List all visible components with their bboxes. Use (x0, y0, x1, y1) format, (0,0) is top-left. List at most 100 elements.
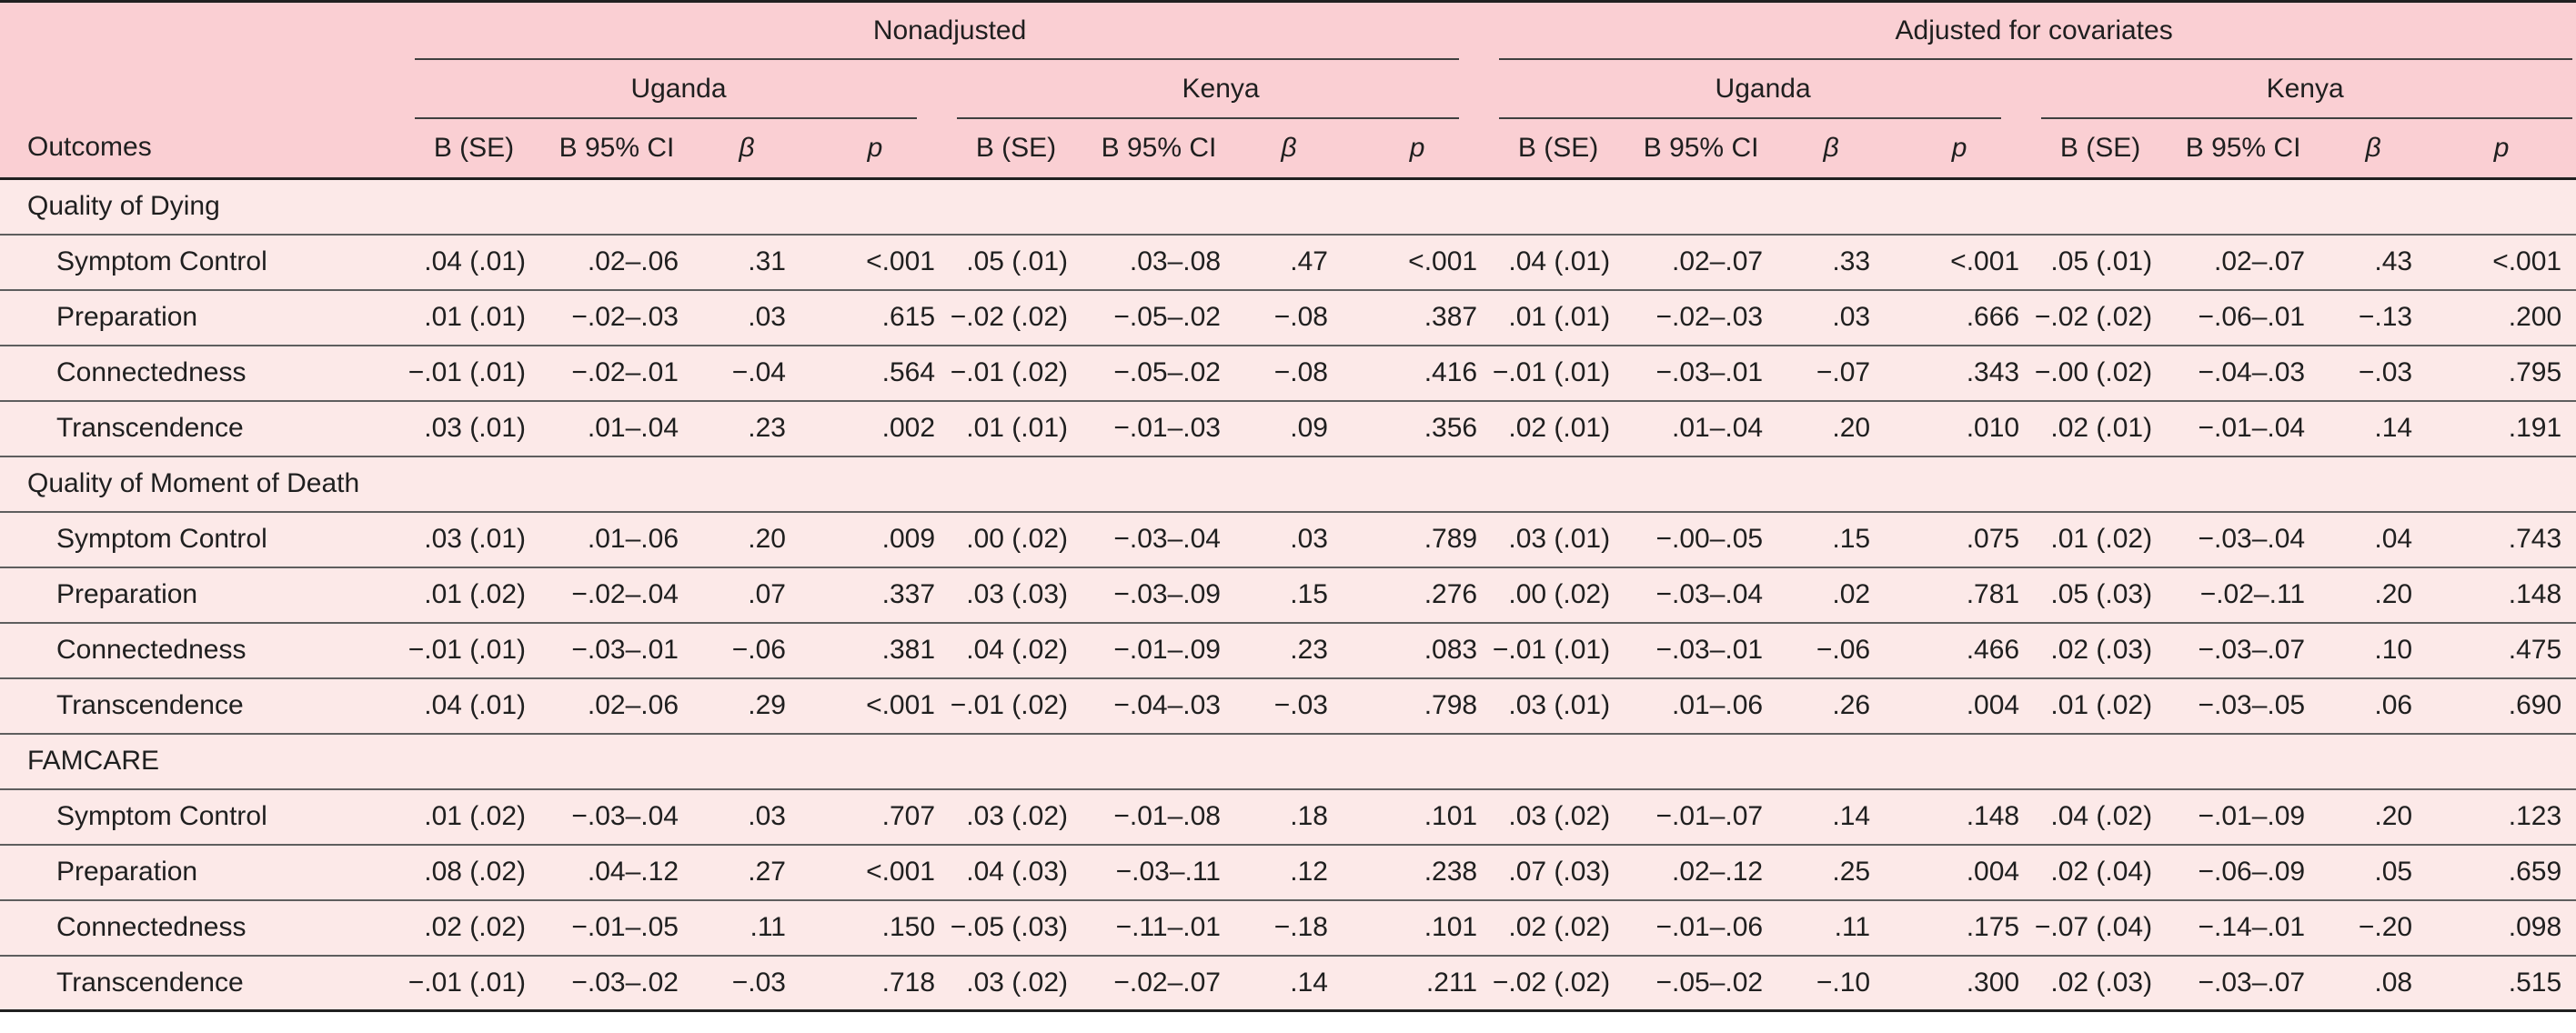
section-title: Quality of Dying (0, 177, 2576, 235)
cell-value: .004 (1885, 843, 2035, 900)
group-uganda-nonadjusted: Uganda (408, 59, 950, 119)
group-kenya-nonadjusted: Kenya (950, 59, 1493, 119)
cell-value: .04 (.02) (2034, 787, 2168, 845)
cell-value: <.001 (800, 233, 950, 290)
cell-value: −.01–.03 (1082, 399, 1235, 456)
cell-value: .659 (2427, 843, 2576, 900)
cell-value: .03 (693, 787, 800, 845)
cell-value: .01–.04 (1625, 399, 1778, 456)
cell-value: .387 (1343, 288, 1493, 346)
col-header-p: p (2427, 118, 2576, 180)
cell-value: −.01–.05 (540, 898, 693, 956)
cell-value: −.20 (2319, 898, 2428, 956)
cell-value: .25 (1777, 843, 1886, 900)
cell-value: −.04–.03 (2167, 344, 2320, 401)
cell-value: .200 (2427, 288, 2576, 346)
section-header-row: FAMCARE (0, 732, 2576, 789)
cell-value: −.11–.01 (1082, 898, 1235, 956)
cell-value: .02–.06 (540, 677, 693, 734)
col-header-ci: B 95% CI (2167, 118, 2320, 180)
table-row: Connectedness −.01 (.01) −.03–.01 −.06 .… (0, 621, 2576, 678)
cell-value: −.02–.04 (540, 566, 693, 623)
cell-value: <.001 (2427, 233, 2576, 290)
cell-value: .03 (1777, 288, 1886, 346)
cell-value: .789 (1343, 510, 1493, 567)
table-row: Symptom Control .01 (.02) −.03–.04 .03 .… (0, 787, 2576, 845)
cell-value: <.001 (800, 677, 950, 734)
cell-value: .01 (.01) (408, 288, 540, 346)
cell-value: .02–.12 (1625, 843, 1778, 900)
row-label: Symptom Control (0, 233, 408, 290)
cell-value: .05 (2319, 843, 2428, 900)
cell-value: .03 (.03) (950, 566, 1082, 623)
table-row: Symptom Control .04 (.01) .02–.06 .31 <.… (0, 233, 2576, 290)
table-header: Nonadjusted Adjusted for covariates Ugan… (0, 1, 2576, 180)
row-label: Transcendence (0, 954, 408, 1011)
cell-value: −.03–.01 (540, 621, 693, 678)
row-label: Preparation (0, 566, 408, 623)
cell-value: .03 (.02) (950, 954, 1082, 1011)
cell-value: .04 (.03) (950, 843, 1082, 900)
cell-value: −.02 (.02) (2034, 288, 2168, 346)
row-label: Transcendence (0, 399, 408, 456)
cell-value: .150 (800, 898, 950, 956)
cell-value: −.01 (.01) (1492, 621, 1625, 678)
cell-value: .04 (.01) (408, 233, 540, 290)
cell-value: .23 (693, 399, 800, 456)
cell-value: .20 (2319, 787, 2428, 845)
cell-value: .01 (.02) (408, 566, 540, 623)
cell-value: .33 (1777, 233, 1886, 290)
cell-value: −.13 (2319, 288, 2428, 346)
cell-value: −.01 (.01) (408, 954, 540, 1011)
cell-value: −.01 (.02) (950, 344, 1082, 401)
cell-value: .27 (693, 843, 800, 900)
group-uganda-adjusted: Uganda (1492, 59, 2035, 119)
cell-value: .18 (1235, 787, 1343, 845)
cell-value: .23 (1235, 621, 1343, 678)
cell-value: .795 (2427, 344, 2576, 401)
section-header-row: Quality of Dying (0, 177, 2576, 235)
cell-value: .02–.07 (2167, 233, 2320, 290)
cell-value: .01 (.02) (2034, 510, 2168, 567)
cell-value: −.06 (693, 621, 800, 678)
cell-value: .03–.08 (1082, 233, 1235, 290)
cell-value: −.01–.07 (1625, 787, 1778, 845)
cell-value: .300 (1885, 954, 2035, 1011)
cell-value: .381 (800, 621, 950, 678)
cell-value: .01–.04 (540, 399, 693, 456)
cell-value: −.02–.01 (540, 344, 693, 401)
cell-value: .666 (1885, 288, 2035, 346)
cell-value: −.01 (.01) (1492, 344, 1625, 401)
cell-value: −.02–.03 (540, 288, 693, 346)
cell-value: .615 (800, 288, 950, 346)
cell-value: −.01 (.01) (408, 344, 540, 401)
cell-value: −.00–.05 (1625, 510, 1778, 567)
col-header-b-se: B (SE) (2034, 118, 2168, 180)
table-body: Quality of Dying Symptom Control .04 (.0… (0, 177, 2576, 1011)
cell-value: .707 (800, 787, 950, 845)
cell-value: .00 (.02) (950, 510, 1082, 567)
cell-value: .14 (2319, 399, 2428, 456)
cell-value: .20 (2319, 566, 2428, 623)
cell-value: .15 (1777, 510, 1886, 567)
cell-value: −.00 (.02) (2034, 344, 2168, 401)
cell-value: −.03–.11 (1082, 843, 1235, 900)
col-header-beta: β (1235, 118, 1343, 180)
col-header-p: p (800, 118, 950, 180)
cell-value: −.14–.01 (2167, 898, 2320, 956)
col-header-p: p (1343, 118, 1493, 180)
cell-value: .03 (1235, 510, 1343, 567)
cell-value: −.02 (.02) (950, 288, 1082, 346)
cell-value: .175 (1885, 898, 2035, 956)
cell-value: .05 (.01) (2034, 233, 2168, 290)
cell-value: .10 (2319, 621, 2428, 678)
cell-value: .02 (.01) (2034, 399, 2168, 456)
cell-value: −.01–.06 (1625, 898, 1778, 956)
cell-value: .08 (2319, 954, 2428, 1011)
top-spanner-row: Nonadjusted Adjusted for covariates (0, 1, 2576, 60)
cell-value: −.03–.04 (1082, 510, 1235, 567)
cell-value: .098 (2427, 898, 2576, 956)
col-header-ci: B 95% CI (540, 118, 693, 180)
cell-value: −.06 (1777, 621, 1886, 678)
cell-value: −.03 (1235, 677, 1343, 734)
